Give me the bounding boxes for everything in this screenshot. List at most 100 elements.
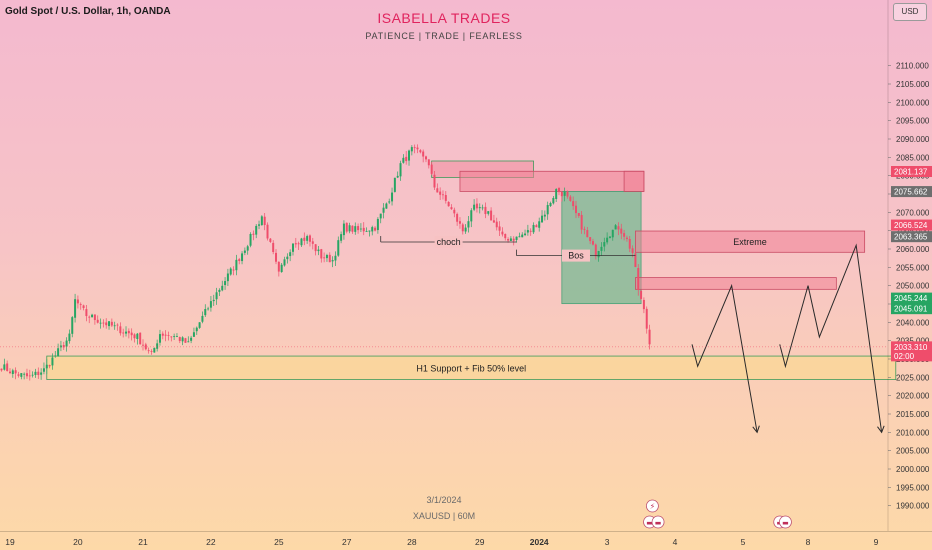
price-label-2045.244[interactable] xyxy=(891,292,932,304)
candle-body[interactable] xyxy=(365,231,368,232)
candle-body[interactable] xyxy=(59,345,62,348)
zone-sell-red[interactable] xyxy=(623,170,645,192)
candle-body[interactable] xyxy=(3,364,6,370)
candle-body[interactable] xyxy=(413,147,416,149)
candle-body[interactable] xyxy=(427,159,430,166)
price-label-2075.662[interactable] xyxy=(891,186,932,198)
candle-body[interactable] xyxy=(628,238,631,249)
candle-body[interactable] xyxy=(591,241,594,245)
candle-body[interactable] xyxy=(300,238,303,246)
price-label-2081.137[interactable] xyxy=(891,165,932,177)
candle-body[interactable] xyxy=(408,150,411,161)
candle-body[interactable] xyxy=(362,227,365,232)
candle-body[interactable] xyxy=(512,238,515,241)
candle-body[interactable] xyxy=(125,331,128,334)
candle-body[interactable] xyxy=(546,205,549,215)
candle-body[interactable] xyxy=(51,357,54,366)
candle-body[interactable] xyxy=(122,332,125,334)
candle-body[interactable] xyxy=(113,325,116,327)
candle-body[interactable] xyxy=(354,226,357,232)
price-label-2066.524[interactable] xyxy=(891,219,932,231)
candle-body[interactable] xyxy=(606,237,609,243)
candle-body[interactable] xyxy=(192,332,195,337)
candle-body[interactable] xyxy=(572,201,575,207)
candle-body[interactable] xyxy=(521,234,524,238)
candle-body[interactable] xyxy=(560,191,563,197)
candle-body[interactable] xyxy=(623,233,626,237)
candle-body[interactable] xyxy=(161,333,164,336)
candle-body[interactable] xyxy=(552,197,555,204)
candle-body[interactable] xyxy=(549,203,552,207)
candle-body[interactable] xyxy=(470,210,473,222)
candle-body[interactable] xyxy=(589,237,592,242)
flash-event-icon[interactable]: ⚡ xyxy=(650,502,656,511)
candle-body[interactable] xyxy=(608,236,611,238)
candle-body[interactable] xyxy=(144,344,147,350)
candle-body[interactable] xyxy=(178,337,181,341)
candle-body[interactable] xyxy=(175,336,178,337)
candle-body[interactable] xyxy=(0,368,3,371)
candle-body[interactable] xyxy=(368,230,371,232)
candle-body[interactable] xyxy=(495,221,498,228)
candle-body[interactable] xyxy=(526,230,529,233)
candle-body[interactable] xyxy=(226,273,229,282)
candle-body[interactable] xyxy=(453,209,456,214)
candle-body[interactable] xyxy=(57,348,60,357)
candle-body[interactable] xyxy=(498,226,501,231)
candle-body[interactable] xyxy=(195,327,198,332)
candle-body[interactable] xyxy=(306,236,309,241)
candle-body[interactable] xyxy=(648,329,651,345)
candle-body[interactable] xyxy=(249,233,252,246)
candle-body[interactable] xyxy=(198,322,201,328)
candle-body[interactable] xyxy=(88,316,91,318)
candle-body[interactable] xyxy=(147,350,150,352)
candle-body[interactable] xyxy=(215,292,218,300)
candle-body[interactable] xyxy=(461,224,464,232)
candle-body[interactable] xyxy=(241,253,244,262)
candle-body[interactable] xyxy=(76,299,79,304)
candle-body[interactable] xyxy=(331,260,334,262)
candle-body[interactable] xyxy=(490,210,493,221)
candle-body[interactable] xyxy=(314,244,317,252)
us-flag-icon-4[interactable]: ▬ xyxy=(782,519,789,527)
candle-body[interactable] xyxy=(436,188,439,193)
candle-body[interactable] xyxy=(255,225,258,235)
candle-body[interactable] xyxy=(17,374,20,376)
candle-body[interactable] xyxy=(359,228,362,230)
candle-body[interactable] xyxy=(425,156,427,160)
candle-body[interactable] xyxy=(484,206,487,215)
candle-body[interactable] xyxy=(303,237,306,241)
candle-body[interactable] xyxy=(272,242,275,253)
candle-body[interactable] xyxy=(475,203,478,209)
candle-body[interactable] xyxy=(224,281,227,286)
candle-body[interactable] xyxy=(68,333,71,342)
candle-body[interactable] xyxy=(399,163,402,177)
candle-body[interactable] xyxy=(603,242,606,247)
projection-path-1[interactable] xyxy=(691,283,758,433)
candle-body[interactable] xyxy=(345,222,348,232)
candle-body[interactable] xyxy=(342,223,345,236)
candle-body[interactable] xyxy=(252,233,255,235)
candle-body[interactable] xyxy=(8,371,11,374)
candle-body[interactable] xyxy=(532,224,535,233)
candle-body[interactable] xyxy=(439,191,442,195)
candle-body[interactable] xyxy=(136,333,139,340)
candle-body[interactable] xyxy=(6,363,9,371)
candle-body[interactable] xyxy=(235,259,238,271)
candle-body[interactable] xyxy=(515,236,518,240)
candle-body[interactable] xyxy=(597,251,600,258)
candle-body[interactable] xyxy=(422,151,425,157)
candle-body[interactable] xyxy=(348,225,351,232)
zone-mid-red[interactable] xyxy=(635,277,837,290)
candle-body[interactable] xyxy=(376,218,379,231)
candle-body[interactable] xyxy=(99,322,102,324)
candle-body[interactable] xyxy=(337,240,340,256)
candle-body[interactable] xyxy=(456,213,459,222)
candle-body[interactable] xyxy=(190,337,193,341)
candle-body[interactable] xyxy=(238,259,241,261)
candle-body[interactable] xyxy=(280,264,283,273)
candle-body[interactable] xyxy=(275,252,278,262)
candle-body[interactable] xyxy=(167,335,170,336)
candle-body[interactable] xyxy=(580,214,583,230)
candle-body[interactable] xyxy=(444,195,447,201)
